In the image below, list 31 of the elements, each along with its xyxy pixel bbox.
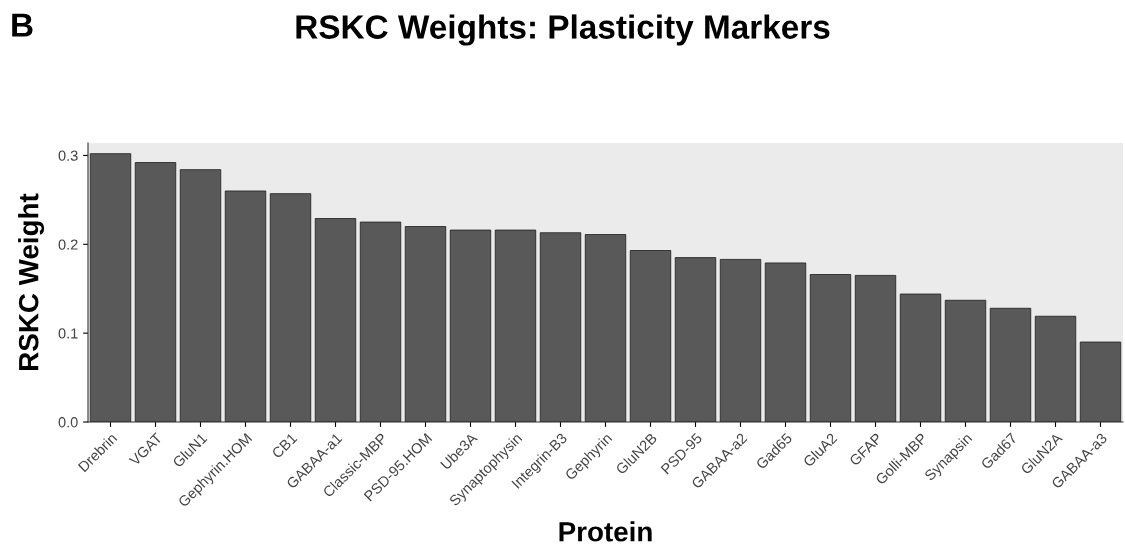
bar — [764, 262, 807, 422]
bar — [269, 193, 312, 422]
bar — [449, 229, 492, 422]
bar — [89, 153, 132, 422]
y-axis-title: RSKC Weight — [18, 193, 45, 370]
bar — [179, 169, 222, 422]
bar — [539, 232, 582, 422]
bar — [314, 218, 357, 422]
text: B — [12, 13, 33, 37]
bar — [404, 226, 447, 422]
y-tick-label: 0.1 — [58, 328, 78, 339]
chart-title: RSKC Weights: Plasticity Markers — [296, 14, 830, 46]
bar — [224, 190, 267, 422]
bar — [494, 229, 537, 422]
bar — [899, 293, 942, 422]
bar — [944, 299, 987, 422]
bar — [584, 234, 627, 422]
bar — [989, 307, 1032, 422]
y-tick-label: 0.3 — [58, 150, 78, 161]
bar — [809, 274, 852, 422]
bar — [674, 257, 717, 422]
x-axis-title: Protein — [559, 521, 652, 542]
bar — [629, 250, 672, 422]
bar — [359, 221, 402, 422]
bar — [719, 258, 762, 422]
y-tick-label: 0.0 — [58, 417, 78, 428]
bar — [854, 274, 897, 422]
bar — [1079, 341, 1122, 422]
y-tick-label: 0.2 — [58, 239, 78, 250]
bar — [134, 162, 177, 422]
bar — [1034, 315, 1077, 422]
